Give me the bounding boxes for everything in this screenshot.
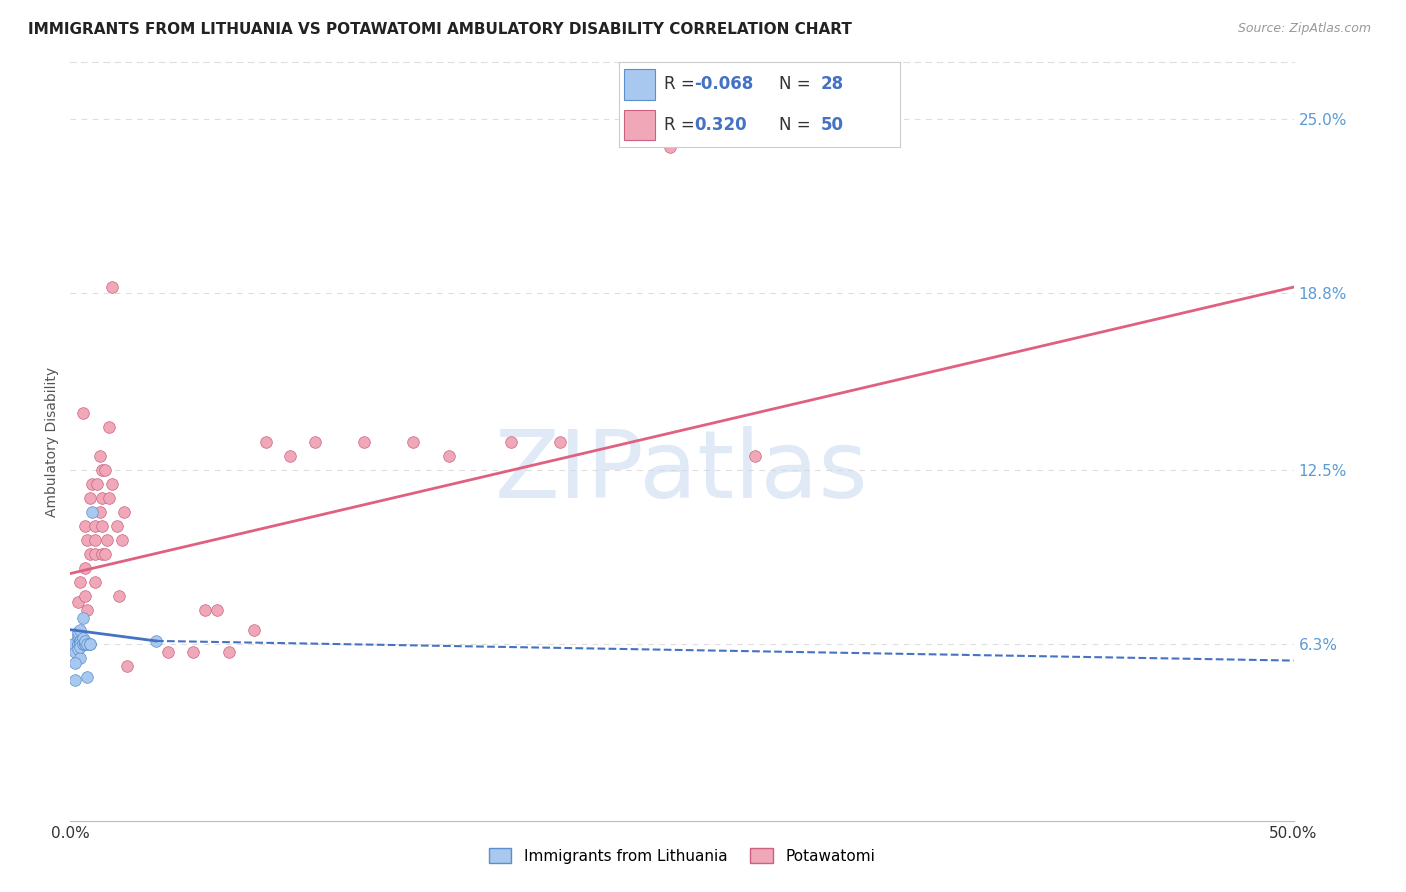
Point [69,637,91,651]
Point [115,659,138,673]
Point [93,462,115,476]
Point [69,634,91,648]
Point [72,407,94,421]
Point [83,547,105,561]
Point [66,642,89,657]
Point [76,637,98,651]
Point [548,434,571,449]
Point [79,637,101,651]
Point [73,589,96,603]
Text: ZIPatlas: ZIPatlas [495,425,869,518]
Point [499,434,522,449]
Point [439,449,461,463]
Point [63,673,86,688]
Point [89,449,111,463]
Point [157,645,180,659]
Point [254,434,277,449]
Point [72,631,94,645]
Point [82,505,104,519]
Point [79,637,101,651]
Point [181,645,204,659]
Point [91,518,114,533]
Point [62,637,84,651]
Text: N =: N = [779,76,815,94]
Y-axis label: Ambulatory Disability: Ambulatory Disability [45,367,59,516]
Point [112,505,135,519]
Point [353,434,375,449]
Point [76,533,98,547]
Point [145,634,167,648]
Point [72,611,94,625]
Point [83,574,105,589]
Point [66,637,89,651]
Point [98,491,121,505]
Point [69,634,91,648]
Point [69,574,91,589]
Point [194,603,217,617]
Point [218,645,240,659]
Point [82,476,104,491]
Point [73,634,96,648]
Text: 0.320: 0.320 [695,116,747,134]
Point [66,628,89,642]
Text: -0.068: -0.068 [695,76,754,94]
Point [73,561,96,575]
Point [73,518,96,533]
Point [658,139,681,153]
Point [76,603,98,617]
Point [744,449,766,463]
Point [101,280,124,294]
Point [101,476,124,491]
Point [63,645,86,659]
FancyBboxPatch shape [624,70,655,100]
Point [243,623,266,637]
Point [69,623,91,637]
Point [72,637,94,651]
Point [304,434,326,449]
Point [205,603,228,617]
Point [63,657,86,671]
Text: 50: 50 [821,116,844,134]
Text: R =: R = [664,76,700,94]
Point [98,420,121,434]
Text: N =: N = [779,116,815,134]
Point [83,518,105,533]
Point [66,625,89,640]
Point [76,670,98,684]
Point [91,491,114,505]
Text: Source: ZipAtlas.com: Source: ZipAtlas.com [1237,22,1371,36]
Point [89,505,111,519]
Point [69,650,91,665]
Point [73,637,96,651]
Point [91,462,114,476]
Text: R =: R = [664,116,700,134]
Point [111,533,134,547]
Point [66,637,89,651]
Point [73,637,96,651]
Point [105,518,128,533]
Point [79,491,101,505]
Point [402,434,425,449]
Point [91,547,114,561]
Text: 28: 28 [821,76,844,94]
Text: IMMIGRANTS FROM LITHUANIA VS POTAWATOMI AMBULATORY DISABILITY CORRELATION CHART: IMMIGRANTS FROM LITHUANIA VS POTAWATOMI … [28,22,852,37]
Point [79,547,101,561]
Point [83,533,105,547]
Point [69,640,91,654]
Legend: Immigrants from Lithuania, Potawatomi: Immigrants from Lithuania, Potawatomi [482,842,882,870]
FancyBboxPatch shape [624,110,655,140]
Point [66,594,89,608]
Point [96,533,118,547]
Point [93,547,115,561]
Point [280,449,302,463]
Point [66,631,89,645]
Point [108,589,131,603]
Point [86,476,108,491]
